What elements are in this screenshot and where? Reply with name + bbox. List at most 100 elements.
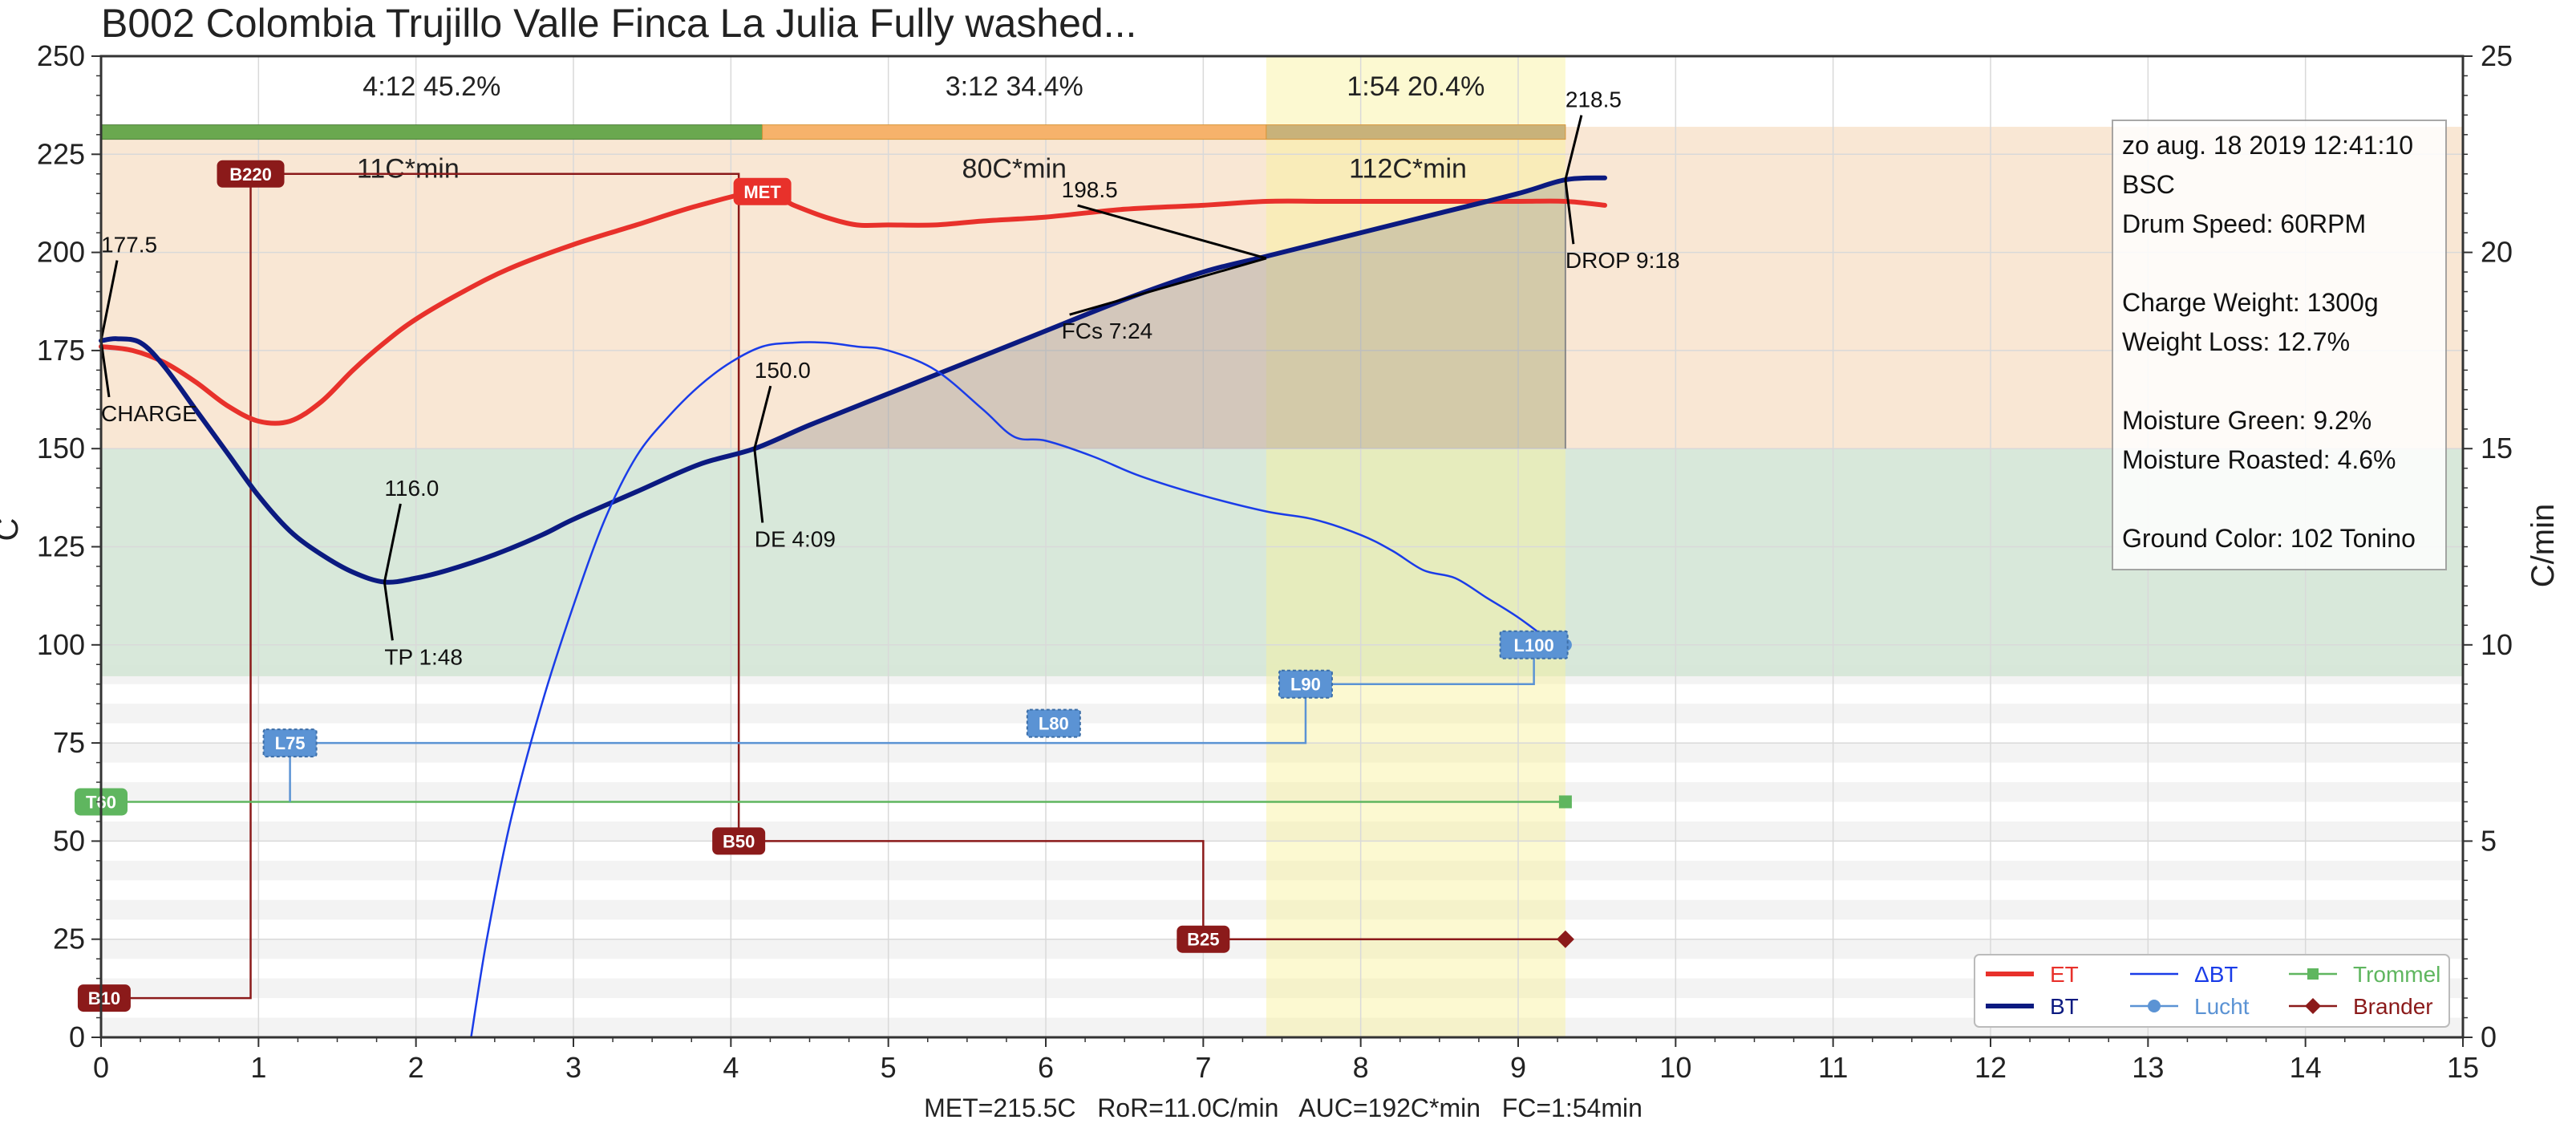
x-tick-label: 13: [2132, 1051, 2164, 1084]
annotation-label: TP 1:48: [384, 644, 463, 669]
stripe-band: [101, 899, 2463, 920]
event-label: B50: [723, 831, 755, 851]
stripe-band: [101, 782, 2463, 802]
met-label: MET: [743, 182, 781, 202]
brander-step-line: [101, 172, 1565, 1000]
legend-label: Lucht: [2194, 994, 2250, 1019]
phase-label: 4:12 45.2%: [363, 71, 500, 102]
y-tick-label: 100: [37, 628, 85, 661]
x-tick-label: 1: [250, 1051, 266, 1084]
annotation-pointer: [383, 582, 394, 641]
event-marker-l90: [1278, 669, 1333, 699]
x-tick-label: 5: [881, 1051, 897, 1084]
stripe-band: [101, 704, 2463, 724]
brander-end-marker: [1556, 930, 1574, 948]
event-marker-l100: [1499, 630, 1569, 659]
event-marker-l75: [262, 728, 318, 758]
x-tick-label: 0: [93, 1051, 109, 1084]
x-tick-label: 10: [1659, 1051, 1691, 1084]
event-marker-b10: [77, 984, 131, 1012]
annotation-pointer: [753, 385, 772, 449]
series-line-bt: [99, 175, 1607, 585]
phase-label: 3:12 34.4%: [946, 71, 1083, 102]
event-marker-b220: [217, 160, 285, 188]
info-box-line: Moisture Green: 9.2%: [2122, 406, 2371, 435]
annotation-label: DE 4:09: [755, 527, 836, 552]
legend-marker-circle: [2148, 1000, 2161, 1012]
annotation-label: 218.5: [1565, 87, 1622, 112]
x-tick-label: 3: [565, 1051, 581, 1084]
event-marker-b25: [1177, 925, 1230, 953]
y2-tick-label: 25: [2481, 39, 2513, 72]
y-tick-label: 250: [37, 39, 85, 72]
y2-axis-label: C/min: [2525, 504, 2561, 587]
y2-tick-label: 0: [2481, 1020, 2497, 1053]
annotation-pointer: [99, 260, 119, 341]
x-tick-label: 4: [723, 1051, 739, 1084]
y2-tick-label: 15: [2481, 432, 2513, 465]
info-box-line: zo aug. 18 2019 12:41:10: [2122, 131, 2413, 160]
annotation-label: FCs 7:24: [1062, 318, 1153, 343]
met-marker: [733, 177, 792, 205]
info-box-frame: [2112, 120, 2447, 570]
event-label: L90: [1290, 675, 1321, 695]
annotation-label: 116.0: [384, 476, 439, 501]
stripe-band: [101, 743, 2463, 763]
x-tick-label: 6: [1038, 1051, 1054, 1084]
trommel-end-marker: [1558, 795, 1572, 809]
annotation-pointer: [99, 340, 111, 398]
y-tick-label: 150: [37, 432, 85, 465]
annotation-label: 177.5: [101, 233, 157, 258]
phase-label: 1:54 20.4%: [1347, 71, 1484, 102]
legend-label: Brander: [2353, 994, 2433, 1019]
legend-marker-square: [2307, 968, 2319, 980]
phase-bar-segment: [100, 124, 763, 140]
event-label: B10: [88, 988, 120, 1008]
info-box-line: Weight Loss: 12.7%: [2122, 327, 2350, 356]
info-box-line: Ground Color: 102 Tonino: [2122, 524, 2416, 553]
phase-bar-segment: [1266, 124, 1566, 140]
annotation-label: CHARGE: [101, 401, 197, 426]
phase-bar: 4:12 45.2% 3:12 34.4% 1:54 20.4% 11C*min 80C…: [100, 71, 1566, 185]
annotation-pointer: [753, 448, 764, 523]
info-box-line: BSC: [2122, 170, 2175, 199]
y-tick-label: 75: [53, 726, 85, 759]
x-tick-label: 15: [2447, 1051, 2479, 1084]
x-tick-label: 11: [1818, 1051, 1848, 1084]
x-tick-label: 9: [1510, 1051, 1526, 1084]
temperature-bands: [101, 127, 2463, 676]
event-label: L80: [1039, 714, 1069, 734]
info-box: zo aug. 18 2019 12:41:10 BSC Drum Speed: 6…: [2112, 120, 2447, 570]
legend: ET BT ΔBT Lucht Trommel Brander: [1974, 954, 2450, 1028]
footer-stats: MET=215.5C RoR=11.0C/min AUC=192C*min FC…: [924, 1093, 1642, 1122]
y-tick-label: 175: [37, 334, 85, 367]
event-label: L75: [275, 733, 306, 753]
y-axis-label: C: [0, 518, 25, 542]
chart-title: B002 Colombia Trujillo Valle Finca La Ju…: [101, 1, 1136, 46]
y-tick-label: 200: [37, 236, 85, 269]
phase-bar-segment: [762, 124, 1267, 140]
info-box-line: Drum Speed: 60RPM: [2122, 209, 2366, 238]
x-tick-label: 8: [1353, 1051, 1369, 1084]
y-tick-label: 225: [37, 137, 85, 170]
temperature-band: [101, 448, 2463, 676]
phase-auc-label: 11C*min: [357, 154, 460, 185]
stripe-band: [101, 821, 2463, 842]
event-label: B220: [229, 164, 272, 185]
annotation-pointer: [1564, 179, 1575, 245]
y2-tick-label: 5: [2481, 824, 2497, 857]
x-tick-label: 7: [1195, 1051, 1211, 1084]
temperature-band: [101, 127, 2463, 449]
axes: 0 1 2 3 4 5 6 7 8 9 10 11 12 13 14 15025507510012515017…: [37, 39, 2513, 1084]
event-label: B25: [1187, 930, 1219, 950]
legend-marker-diamond: [2305, 998, 2321, 1014]
y2-tick-label: 10: [2481, 628, 2513, 661]
event-marker-b50: [712, 827, 766, 855]
phase-auc-label: 80C*min: [962, 154, 1067, 185]
info-box-line: Moisture Roasted: 4.6%: [2122, 445, 2396, 474]
series-line-delta-bt: [470, 341, 1551, 1039]
annotation-label: 150.0: [755, 358, 811, 383]
legend-label: ET: [2050, 962, 2079, 987]
legend-label: Trommel: [2353, 962, 2440, 987]
